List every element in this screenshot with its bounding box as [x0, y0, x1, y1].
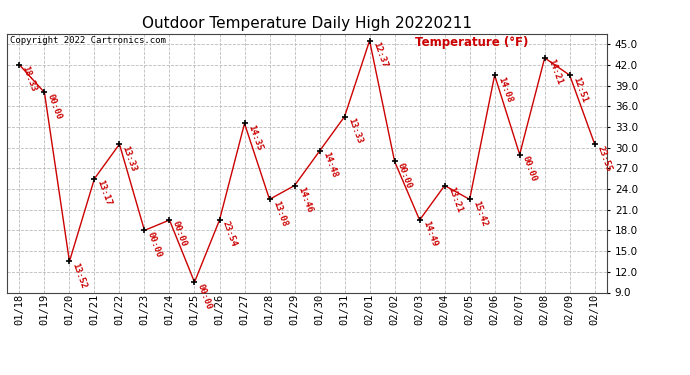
Text: 00:00: 00:00	[396, 161, 413, 190]
Text: Temperature (°F): Temperature (°F)	[415, 36, 529, 50]
Text: Copyright 2022 Cartronics.com: Copyright 2022 Cartronics.com	[10, 36, 166, 45]
Text: 00:00: 00:00	[196, 282, 213, 310]
Text: 13:52: 13:52	[70, 261, 88, 290]
Text: 14:49: 14:49	[421, 220, 439, 248]
Text: 13:33: 13:33	[121, 144, 139, 172]
Text: 13:08: 13:08	[270, 200, 288, 228]
Text: 15:42: 15:42	[471, 200, 489, 228]
Text: 14:08: 14:08	[496, 75, 513, 104]
Text: 14:48: 14:48	[321, 151, 339, 179]
Text: 13:21: 13:21	[446, 186, 464, 214]
Text: 14:21: 14:21	[546, 58, 564, 86]
Text: 14:35: 14:35	[246, 123, 264, 152]
Title: Outdoor Temperature Daily High 20220211: Outdoor Temperature Daily High 20220211	[142, 16, 472, 31]
Text: 23:55: 23:55	[596, 144, 613, 172]
Text: 12:51: 12:51	[571, 75, 589, 104]
Text: 00:00: 00:00	[146, 230, 164, 259]
Text: 18:33: 18:33	[21, 65, 39, 93]
Text: 12:37: 12:37	[371, 40, 388, 69]
Text: 13:17: 13:17	[96, 178, 113, 207]
Text: 14:46: 14:46	[296, 186, 313, 214]
Text: 23:54: 23:54	[221, 220, 239, 248]
Text: 00:00: 00:00	[521, 154, 539, 183]
Text: 00:00: 00:00	[170, 220, 188, 248]
Text: 13:33: 13:33	[346, 117, 364, 145]
Text: 00:00: 00:00	[46, 92, 63, 121]
